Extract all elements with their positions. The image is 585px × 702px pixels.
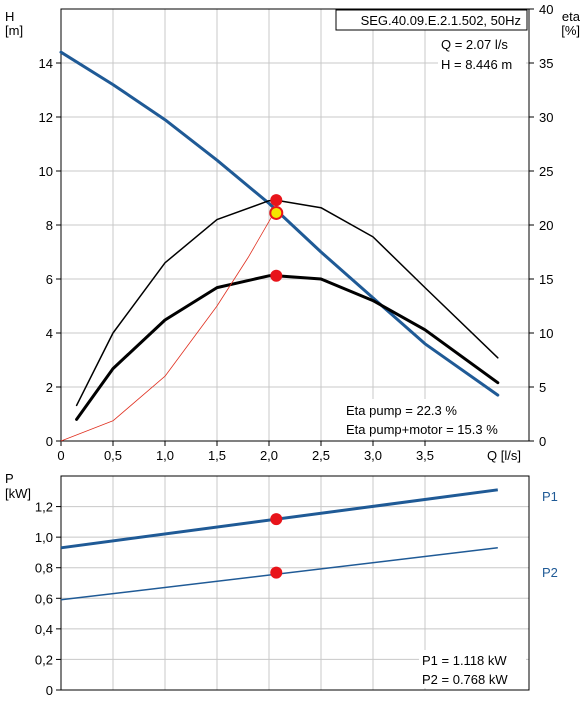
qh-label-box: [438, 33, 526, 73]
eta-tick-label: 15: [539, 272, 553, 287]
h-tick-label: 0: [46, 434, 53, 449]
eta-tick-label: 30: [539, 110, 553, 125]
eta-axis-unit: [%]: [561, 23, 580, 38]
eta-tick-label: 0: [539, 434, 546, 449]
p1-legend: P1: [542, 489, 558, 504]
power-plot-ticks: 0 0,2 0,4 0,6 0,8 1,0 1,2: [35, 500, 61, 698]
p-tick-label: 0,8: [35, 561, 53, 576]
eta-pump-operating-point: [270, 194, 283, 207]
p-axis-label: P: [5, 471, 14, 486]
h-tick-label: 14: [39, 56, 53, 71]
x-tick-label: 3,5: [416, 448, 434, 463]
x-tick-label: 1,0: [156, 448, 174, 463]
aux-red-curve: [60, 208, 277, 442]
eta-label-box: [343, 399, 526, 439]
p1-value-label: P1 = 1.118 kW: [422, 653, 507, 668]
eta-tick-label: 20: [539, 218, 553, 233]
h-tick-label: 4: [46, 326, 53, 341]
head-plot-ticks: 0 0,5 1,0 1,5 2,0 2,5 3,0 3,5 0 2 4 6 8 10 12 14 0 5 10 15 2…: [39, 2, 554, 463]
p-axis-unit: [kW]: [5, 486, 31, 501]
power-plot-operating-points: [270, 513, 283, 579]
eta-tick-label: 5: [539, 380, 546, 395]
p-tick-label: 0,2: [35, 652, 53, 667]
head-operating-point: [269, 205, 284, 220]
x-tick-label: 3,0: [364, 448, 382, 463]
h-value-label: H = 8.446 m: [441, 57, 512, 72]
q-axis-label: Q [l/s]: [487, 448, 521, 463]
eta-tick-label: 35: [539, 56, 553, 71]
eta-total-operating-point: [270, 269, 283, 282]
eta-axis-label: eta: [562, 9, 581, 24]
eta-pump-label: Eta pump = 22.3 %: [346, 403, 457, 418]
p-tick-label: 1,2: [35, 500, 53, 515]
title-box: [335, 9, 528, 31]
h-tick-label: 2: [46, 380, 53, 395]
head-plot-operating-points: [269, 194, 284, 282]
p-tick-label: 0,6: [35, 591, 53, 606]
h-tick-label: 6: [46, 272, 53, 287]
h-tick-label: 8: [46, 218, 53, 233]
power-label-box: [419, 650, 526, 688]
x-tick-label: 1,5: [208, 448, 226, 463]
head-plot-curves: [59, 50, 500, 442]
h-axis-unit: [m]: [5, 23, 23, 38]
h-axis-label: H: [5, 9, 14, 24]
p1-operating-point: [270, 513, 283, 526]
p-tick-label: 1,0: [35, 530, 53, 545]
p2-value-label: P2 = 0.768 kW: [422, 672, 508, 687]
power-plot-frame: [60, 475, 530, 691]
eta-tick-label: 40: [539, 2, 553, 17]
p2-legend: P2: [542, 565, 558, 580]
p-tick-label: 0,4: [35, 622, 53, 637]
h-tick-label: 12: [39, 110, 53, 125]
x-tick-label: 2,0: [260, 448, 278, 463]
q-value-label: Q = 2.07 l/s: [441, 37, 508, 52]
p2-operating-point: [270, 566, 283, 579]
x-tick-label: 2,5: [312, 448, 330, 463]
x-tick-label: 0,5: [104, 448, 122, 463]
x-tick-label: 0: [57, 448, 64, 463]
head-curve: [59, 50, 500, 397]
p-tick-label: 0: [46, 683, 53, 698]
head-plot-grid: [60, 9, 529, 442]
eta-tick-label: 25: [539, 164, 553, 179]
eta-total-label: Eta pump+motor = 15.3 %: [346, 422, 498, 437]
eta-pump-curve: [75, 199, 499, 407]
eta-tick-label: 10: [539, 326, 553, 341]
chart-title: SEG.40.09.E.2.1.502, 50Hz: [361, 13, 521, 28]
h-tick-label: 10: [39, 164, 53, 179]
